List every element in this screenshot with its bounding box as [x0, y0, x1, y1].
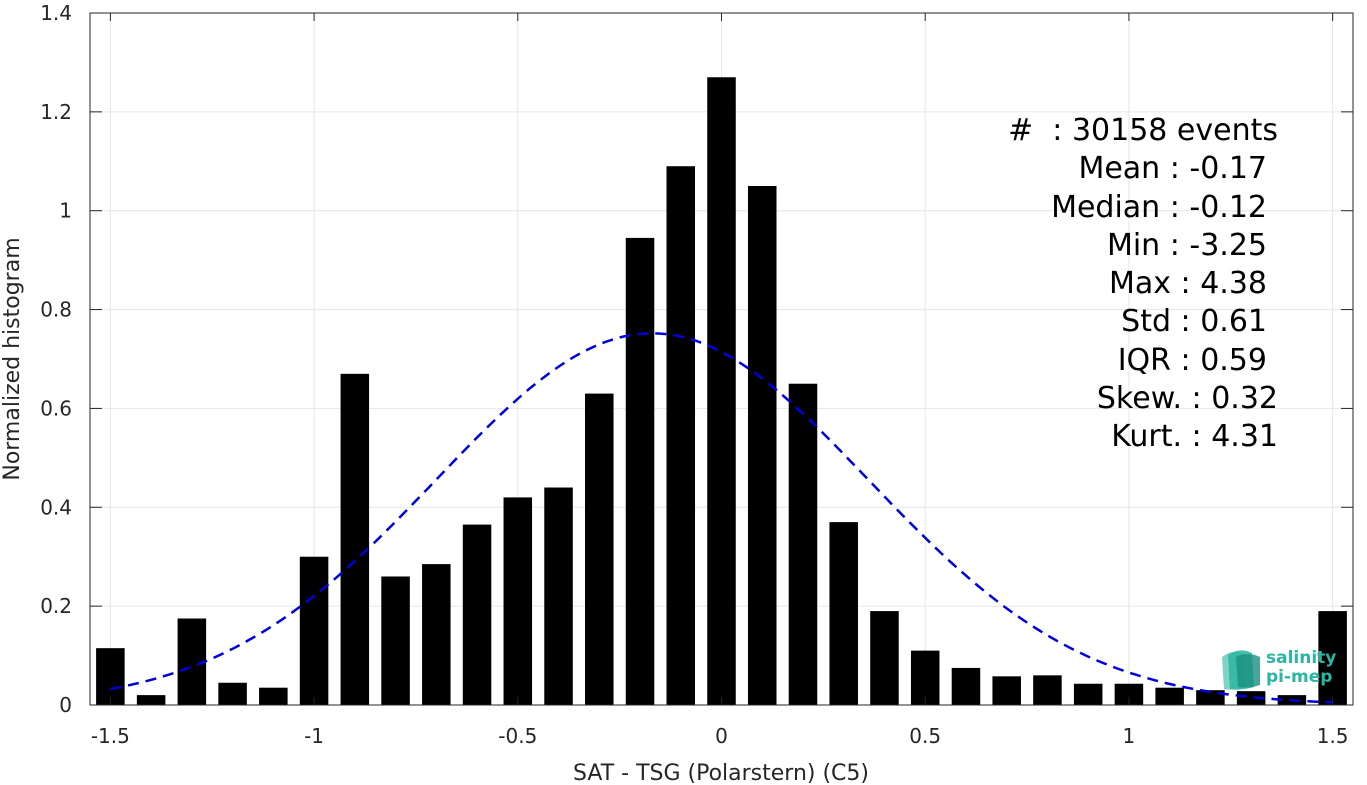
x-tick-label: 1.5: [1317, 724, 1349, 748]
histogram-bar: [992, 676, 1021, 705]
x-tick-label: -0.5: [498, 724, 537, 748]
normal-fit-curve: [110, 332, 1333, 704]
histogram-bar: [829, 522, 858, 705]
logo-wave-icon: [1222, 650, 1260, 690]
salinity-pimep-logo: salinity pi-mep: [1218, 647, 1346, 693]
histogram-bar: [1114, 683, 1144, 705]
stat-max: Max : 4.38: [1109, 266, 1267, 302]
histogram-bar: [1318, 611, 1347, 705]
y-tick-label: 1.2: [40, 100, 72, 124]
stat-skew: Skew. : 0.32: [1096, 381, 1278, 417]
histogram-bar: [503, 497, 533, 705]
histogram-bar: [870, 611, 899, 705]
statistics-annotation: # : 30158 events Mean : -0.17 Median : -…: [1008, 112, 1278, 457]
x-tick-label: -1: [304, 724, 324, 748]
y-tick-label: 0: [59, 693, 72, 717]
histogram-bar: [788, 383, 818, 705]
stat-count: # : 30158 events: [1008, 113, 1278, 148]
histogram-bar: [340, 373, 370, 705]
histogram-bar: [218, 682, 247, 705]
histogram-bar: [462, 524, 492, 705]
x-tick-label: 0: [715, 724, 728, 748]
x-tick-label: 1: [1123, 724, 1136, 748]
histogram-bar: [1073, 683, 1103, 705]
logo-line-2: pi-mep: [1266, 667, 1333, 687]
axis-ticks: [90, 12, 1353, 706]
y-tick-labels: 0 0.2 0.4 0.6 0.8 1 1.2 1.4: [40, 1, 72, 717]
logo-text: salinity pi-mep: [1266, 649, 1336, 687]
x-axis-label: SAT - TSG (Polarstern) (C5): [573, 761, 869, 785]
stat-kurt: Kurt. : 4.31: [1111, 419, 1278, 455]
histogram-bar: [422, 564, 451, 705]
histogram-bar: [1196, 690, 1225, 705]
histogram-bar: [299, 556, 329, 705]
histogram-bar: [707, 77, 736, 705]
y-axis-label: Normalized histogram: [0, 237, 25, 480]
histogram-bar: [96, 648, 125, 705]
y-tick-label: 0.8: [40, 298, 72, 322]
stat-iqr: IQR : 0.59: [1117, 342, 1267, 378]
x-tick-label: -1.5: [91, 724, 130, 748]
histogram-bar: [1236, 691, 1266, 705]
histogram-bar: [951, 667, 981, 705]
y-tick-label: 0.6: [40, 396, 72, 420]
y-tick-label: 0.2: [40, 594, 72, 618]
histogram-bar: [544, 487, 573, 705]
y-tick-label: 1: [59, 199, 72, 223]
histogram-bar: [625, 237, 655, 705]
histogram-bar: [666, 166, 696, 705]
x-tick-label: 0.5: [909, 724, 941, 748]
x-tick-labels: -1.5 -1 -0.5 0 0.5 1 1.5: [91, 724, 1349, 748]
logo-line-1: salinity: [1266, 648, 1337, 668]
y-tick-label: 1.4: [40, 1, 72, 25]
histogram-bar: [136, 695, 166, 705]
stat-median: Median : -0.12: [1051, 189, 1267, 225]
stat-mean: Mean : -0.17: [1078, 151, 1267, 187]
histogram-bars: [96, 77, 1347, 705]
histogram-bar: [910, 650, 940, 705]
histogram-bar: [259, 687, 288, 705]
y-tick-label: 0.4: [40, 495, 72, 519]
histogram-bar: [1155, 687, 1184, 705]
histogram-bar: [381, 576, 410, 705]
stat-std: Std : 0.61: [1121, 304, 1267, 340]
stat-min: Min : -3.25: [1106, 227, 1267, 263]
histogram-bar: [1033, 675, 1062, 705]
histogram-bar: [585, 393, 614, 705]
histogram-bar: [747, 186, 777, 705]
